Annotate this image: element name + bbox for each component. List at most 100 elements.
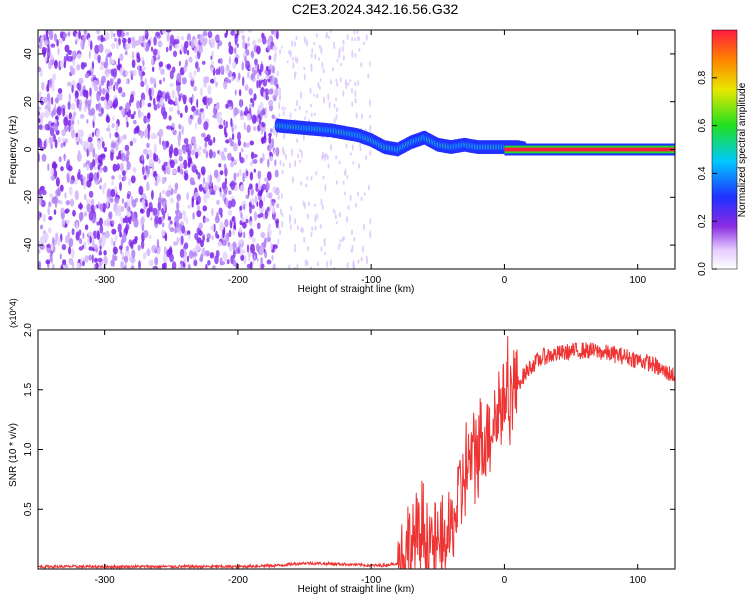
noise-blob xyxy=(247,186,250,197)
noise-blob xyxy=(99,65,104,71)
noise-blob xyxy=(249,161,253,167)
faint-blob xyxy=(336,81,339,87)
noise-blob xyxy=(173,188,178,194)
noise-blob xyxy=(161,176,166,185)
noise-blob xyxy=(241,61,244,71)
noise-blob xyxy=(156,104,161,109)
faint-blob xyxy=(314,203,317,207)
noise-blob xyxy=(214,255,219,265)
noise-blob xyxy=(193,142,197,151)
noise-blob xyxy=(201,132,206,138)
noise-blob xyxy=(130,241,134,250)
noise-blob xyxy=(251,204,255,210)
noise-blob xyxy=(156,174,161,184)
noise-blob xyxy=(258,79,261,89)
faint-blob xyxy=(333,103,336,109)
noise-blob xyxy=(260,231,266,239)
noise-blob xyxy=(162,110,168,120)
noise-blob xyxy=(252,153,258,158)
faint-blob xyxy=(369,230,372,239)
noise-blob xyxy=(131,51,135,60)
noise-blob xyxy=(161,207,164,216)
noise-blob xyxy=(168,184,172,191)
noise-blob xyxy=(192,251,198,257)
noise-blob xyxy=(131,199,137,208)
noise-blob xyxy=(258,68,262,76)
faint-blob xyxy=(294,108,297,112)
noise-blob xyxy=(250,151,255,160)
noise-blob xyxy=(261,183,267,191)
noise-blob xyxy=(88,246,94,251)
faint-blob xyxy=(289,224,292,230)
faint-blob xyxy=(283,132,286,140)
noise-blob xyxy=(106,188,112,198)
noise-blob xyxy=(233,221,236,230)
noise-blob xyxy=(86,203,91,213)
noise-blob xyxy=(252,39,257,46)
noise-blob xyxy=(151,189,154,200)
faint-blob xyxy=(300,91,303,100)
noise-blob xyxy=(60,142,64,148)
faint-blob xyxy=(298,105,301,111)
noise-blob xyxy=(141,71,146,76)
noise-blob xyxy=(263,91,266,100)
noise-blob xyxy=(53,123,59,132)
noise-blob xyxy=(113,240,116,247)
noise-blob xyxy=(202,96,207,104)
y-tick-label: 2.0 xyxy=(23,323,34,337)
noise-blob xyxy=(49,60,53,66)
noise-blob xyxy=(142,165,145,176)
noise-blob xyxy=(248,88,253,96)
noise-blob xyxy=(82,260,85,267)
noise-blob xyxy=(103,182,107,190)
y-tick-label: 40 xyxy=(23,48,34,60)
noise-blob xyxy=(183,230,189,236)
faint-blob xyxy=(365,255,368,260)
noise-blob xyxy=(250,50,254,59)
noise-blob xyxy=(261,205,265,213)
noise-blob xyxy=(207,84,212,95)
faint-blob xyxy=(352,161,355,165)
x-tick-label: 0 xyxy=(502,575,508,586)
noise-blob xyxy=(232,228,236,236)
noise-blob xyxy=(146,181,150,191)
noise-blob xyxy=(174,96,178,105)
noise-blob xyxy=(265,95,270,101)
noise-blob xyxy=(64,44,70,53)
noise-blob xyxy=(210,38,215,48)
noise-blob xyxy=(275,220,279,229)
noise-blob xyxy=(155,31,161,37)
noise-blob xyxy=(146,248,151,257)
faint-blob xyxy=(292,56,294,61)
noise-blob xyxy=(210,78,215,84)
noise-blob xyxy=(204,136,209,142)
faint-blob xyxy=(303,73,306,81)
noise-blob xyxy=(143,230,149,238)
noise-blob xyxy=(57,136,62,144)
faint-blob xyxy=(315,170,318,176)
faint-blob xyxy=(354,81,357,87)
noise-blob xyxy=(112,68,117,78)
noise-blob xyxy=(253,211,258,222)
noise-blob xyxy=(183,138,189,145)
faint-blob xyxy=(338,47,341,54)
faint-blob xyxy=(324,183,327,192)
noise-blob xyxy=(196,98,199,109)
noise-blob xyxy=(130,113,135,120)
faint-blob xyxy=(327,93,330,101)
noise-blob xyxy=(68,186,73,196)
snr-series-line xyxy=(38,336,675,569)
noise-blob xyxy=(126,161,131,171)
faint-blob xyxy=(335,114,338,120)
noise-blob xyxy=(47,163,50,171)
noise-blob xyxy=(235,185,238,191)
noise-blob xyxy=(227,99,232,105)
noise-blob xyxy=(133,69,137,77)
noise-blob xyxy=(169,34,175,45)
faint-blob xyxy=(289,214,291,220)
noise-blob xyxy=(249,220,253,228)
noise-blob xyxy=(260,263,265,269)
noise-blob xyxy=(160,68,165,75)
noise-blob xyxy=(191,115,194,120)
noise-blob xyxy=(93,243,98,250)
